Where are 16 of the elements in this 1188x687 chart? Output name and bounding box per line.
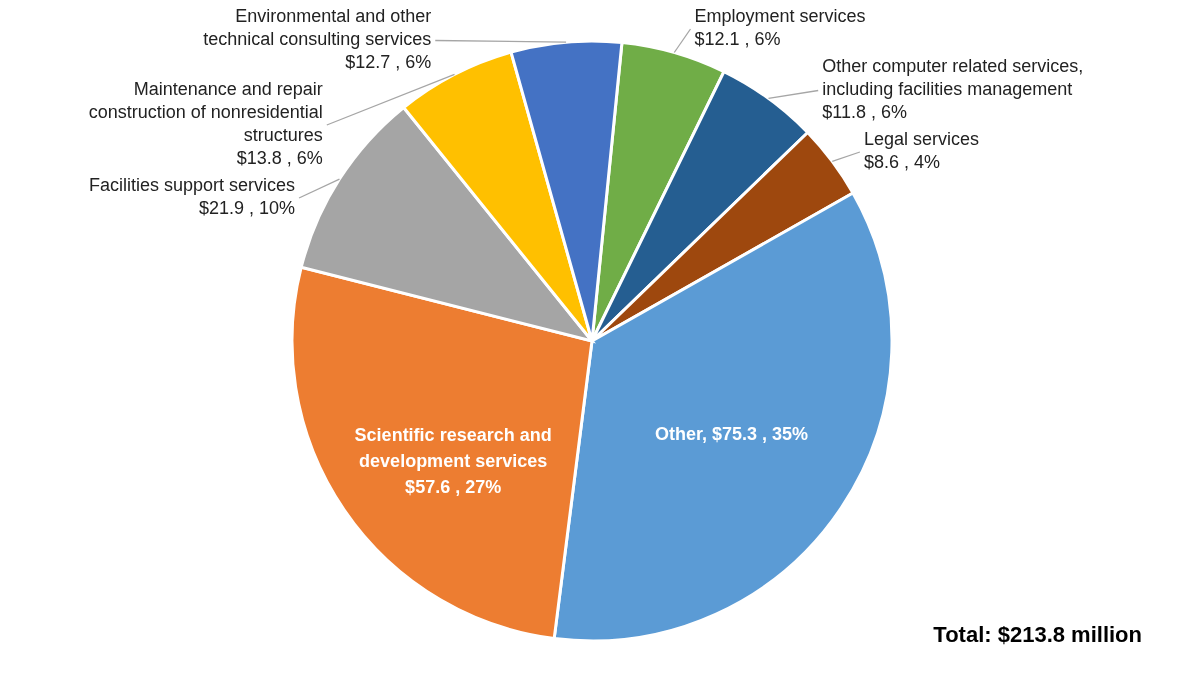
data-label: $57.6 , 27% <box>405 476 502 497</box>
text: Total: $213.8 million <box>933 622 1142 647</box>
slice-label: Scientific research and development services <box>354 424 552 471</box>
data-label: $12.1 , 6% <box>694 29 781 49</box>
slice-label: Legal services <box>863 129 979 149</box>
data-label: $13.8 , 6% <box>236 148 323 168</box>
slice-label: Other, $75.3 , 35% <box>654 423 809 444</box>
slice-label: Environmental and other technical consulting services <box>203 6 432 49</box>
data-label: $21.9 , 10% <box>198 198 296 218</box>
slice-label: Facilities support services <box>88 175 296 195</box>
slice-label: Other computer related services, including facilities management <box>822 56 1084 99</box>
data-label: $11.8 , 6% <box>822 102 907 122</box>
data-label: $12.7 , 6% <box>345 52 432 72</box>
slice-label: Employment services <box>694 6 866 26</box>
slice-label: Maintenance and repair construction of nonresidential structures <box>88 79 323 145</box>
data-label: $8.6 , 4% <box>863 152 940 172</box>
